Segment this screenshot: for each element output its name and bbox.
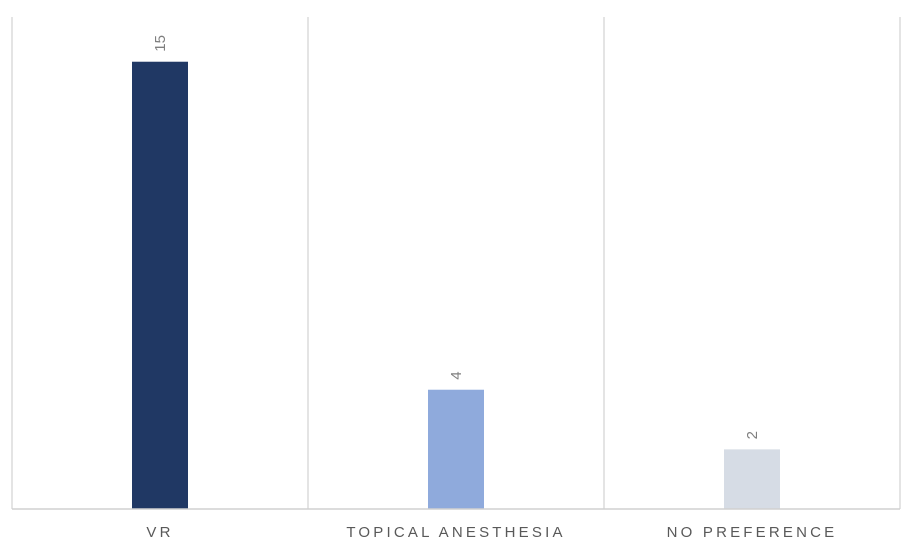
category-tick-label: VR <box>146 524 173 541</box>
category-tick-labels: VR TOPICAL ANESTHESIA NO PREFERENCE <box>146 524 838 541</box>
bars <box>132 61 780 510</box>
data-label: 15 <box>152 35 169 52</box>
bar-no-preference <box>724 449 780 509</box>
category-tick-label: NO PREFERENCE <box>667 524 838 541</box>
bar-vr <box>132 61 188 510</box>
bar-topical-anesthesia <box>428 389 484 509</box>
category-tick-label: TOPICAL ANESTHESIA <box>346 524 565 541</box>
data-label: 4 <box>448 371 465 379</box>
grid-lines <box>11 17 901 509</box>
data-label: 2 <box>744 431 761 439</box>
